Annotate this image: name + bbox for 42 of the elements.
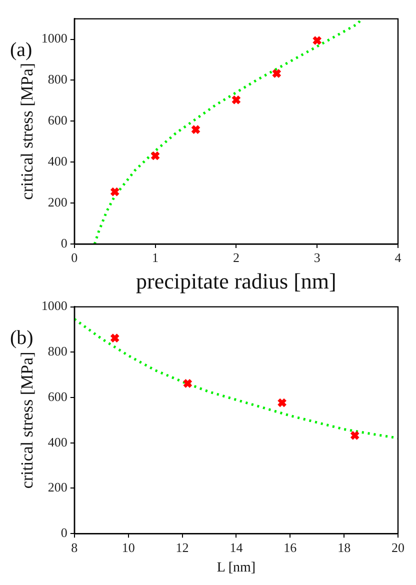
y-axis-title: critical stress [MPa]: [18, 62, 37, 200]
point: [350, 430, 360, 440]
line-series: [74, 318, 398, 440]
text: (b): [10, 327, 34, 350]
x-axis-title: precipitate radius [nm]: [136, 268, 336, 294]
point: [272, 68, 282, 78]
x-tick-label: 4: [394, 250, 402, 266]
line-series: [93, 18, 363, 244]
y-tick-label: 800: [48, 72, 68, 87]
point: [110, 186, 120, 197]
y-tick-label: 800: [48, 344, 68, 359]
y-tick-label: 400: [48, 154, 68, 169]
y-tick-label: 200: [48, 194, 68, 210]
point: [231, 94, 242, 105]
point: [182, 378, 193, 388]
y-tick-label: 200: [48, 480, 68, 495]
x-tick-label: 3: [314, 250, 320, 266]
point: [150, 150, 160, 161]
y-tick-label: 600: [48, 112, 68, 128]
point: [277, 398, 287, 408]
point: [312, 36, 322, 46]
y-axis-title: critical stress [MPa]: [18, 352, 37, 489]
y-tick-label: 1000: [41, 298, 68, 314]
point: [110, 333, 120, 344]
y-tick-label: 600: [48, 388, 68, 404]
x-tick-label: 2: [232, 250, 240, 266]
x-tick-label: 1: [152, 250, 159, 266]
y-tick-label: 0: [60, 235, 68, 250]
x-axis-title: L [nm]: [216, 560, 256, 576]
point: [190, 124, 201, 134]
text: (a): [10, 39, 32, 62]
x-tick-label: 10: [122, 540, 135, 555]
x-tick-label: 16: [284, 540, 298, 555]
x-tick-label: 8: [71, 540, 78, 555]
x-tick-label: 18: [338, 540, 351, 555]
y-tick-label: 1000: [41, 30, 68, 46]
x-tick-label: 12: [176, 540, 189, 555]
y-tick-label: 0: [60, 525, 68, 540]
y-tick-label: 400: [48, 434, 68, 450]
x-tick-label: 14: [230, 540, 244, 555]
x-tick-label: 20: [392, 540, 404, 555]
x-tick-label: 0: [71, 250, 78, 266]
